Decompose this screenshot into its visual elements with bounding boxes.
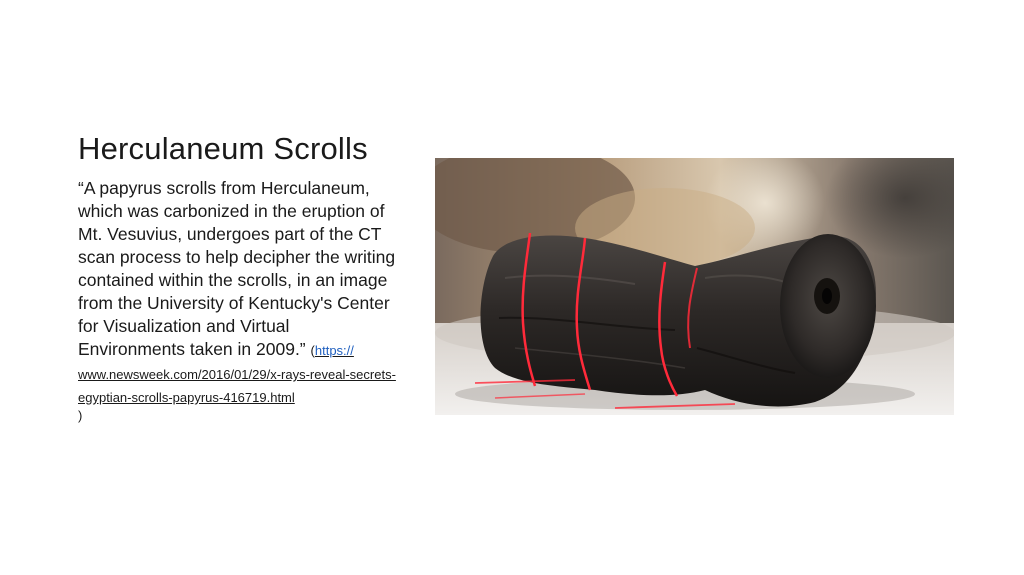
- scroll-photo-image: [435, 158, 954, 415]
- slide-title: Herculaneum Scrolls: [78, 131, 368, 166]
- citation-open-paren: (: [310, 343, 315, 358]
- slide-body: “A papyrus scrolls from Herculaneum, whi…: [78, 177, 398, 424]
- quote-text: “A papyrus scrolls from Herculaneum, whi…: [78, 178, 396, 359]
- citation-close-paren: ): [78, 408, 83, 423]
- source-link-path: www.newsweek.com/2016/01/29/x-rays-revea…: [78, 367, 396, 405]
- source-link-protocol: https://: [314, 343, 354, 358]
- scroll-photo: [435, 158, 954, 415]
- source-link[interactable]: https:// www.newsweek.com/2016/01/29/x-ra…: [78, 343, 396, 405]
